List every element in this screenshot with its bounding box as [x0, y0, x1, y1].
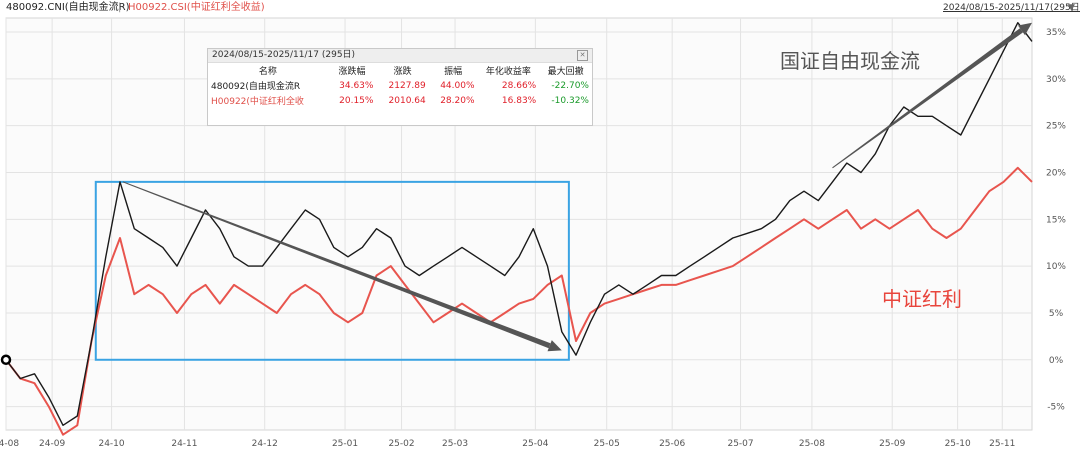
row-chg: 2010.64: [388, 95, 426, 106]
annotation-free-cash-flow: 国证自由现金流: [780, 49, 920, 73]
stats-panel: 2024/08/15-2025/11/17 (295日) ✕ 名称 涨跌幅 涨跌…: [207, 48, 593, 126]
legend-separator: |: [118, 2, 122, 13]
stats-row[interactable]: H00922(中证红利全收 20.15% 2010.64 28.20% 16.8…: [208, 93, 592, 108]
series-layer: [0, 22, 1033, 436]
date-range-selector[interactable]: 2024/08/15-2025/11/17(295日): [943, 3, 1080, 13]
x-tick-label: 25-08: [799, 439, 825, 449]
y-tick-label: -5%: [1047, 403, 1065, 413]
row-name: 480092(自由现金流R: [211, 82, 301, 92]
x-tick-label: 25-06: [659, 439, 685, 449]
row-pct: 20.15%: [339, 95, 374, 106]
trend-arrow-down: [122, 181, 562, 352]
series2-legend[interactable]: H00922.CSI(中证红利全收益): [128, 2, 265, 13]
col-header: 涨跌幅: [338, 67, 366, 77]
arrow-shaft: [122, 181, 551, 349]
y-tick-label: 15%: [1046, 215, 1066, 225]
x-tick-label: 25-11: [989, 439, 1015, 449]
x-tick-label: 24-09: [39, 439, 65, 449]
y-tick-label: 35%: [1046, 28, 1066, 38]
x-tick-label: 24-10: [98, 439, 124, 449]
x-tick-label: 24-08: [0, 439, 19, 449]
x-tick-label: 25-04: [522, 439, 548, 449]
y-tick-label: 10%: [1046, 262, 1066, 272]
y-tick-label: 5%: [1049, 309, 1064, 319]
x-tick-label: 25-05: [594, 439, 620, 449]
highlight-box: [94, 180, 570, 361]
stats-row[interactable]: 480092(自由现金流R 34.63% 2127.89 44.00% 28.6…: [208, 78, 592, 93]
row-mdd: -22.70%: [551, 80, 589, 91]
row-mdd: -10.32%: [551, 95, 589, 106]
row-amp: 44.00%: [440, 80, 475, 91]
series1-legend[interactable]: 480092.CNI(自由现金流R): [6, 2, 130, 13]
axis-layer: -5% 0% 5% 10% 15% 20% 25% 30% 35% 24-08 24-09 24-10…: [0, 28, 1066, 449]
x-tick-label: 25-01: [332, 439, 358, 449]
x-tick-label: 25-07: [727, 439, 753, 449]
stats-header-row: 名称 涨跌幅 涨跌 振幅 年化收益率 最大回撤: [208, 63, 592, 78]
x-tick-label: 24-12: [252, 439, 278, 449]
y-tick-label: 25%: [1046, 122, 1066, 132]
annotation-box-layer: [94, 180, 570, 361]
x-tick-label: 25-10: [945, 439, 971, 449]
y-tick-label: 30%: [1046, 75, 1066, 85]
y-tick-label: 0%: [1049, 356, 1064, 366]
close-icon[interactable]: ✕: [577, 50, 588, 61]
trend-arrow-up: [832, 22, 1032, 169]
series-line-dividend: [5, 166, 1033, 436]
row-amp: 28.20%: [440, 95, 475, 106]
col-header: 涨跌: [393, 67, 412, 77]
x-tick-label: 24-11: [171, 439, 197, 449]
start-marker: [0, 354, 12, 366]
x-tick-label: 25-09: [879, 439, 905, 449]
x-tick-label: 25-03: [442, 439, 468, 449]
arrow-head: [1018, 22, 1032, 36]
y-tick-label: 20%: [1046, 169, 1066, 179]
x-tick-label: 25-02: [388, 439, 414, 449]
plot-area: [5, 17, 1033, 431]
arrow-layer: [122, 22, 1032, 352]
col-header: 最大回撤: [547, 67, 584, 77]
top-bar: 480092.CNI(自由现金流R) | H00922.CSI(中证红利全收益)…: [0, 0, 1080, 16]
row-pct: 34.63%: [339, 80, 374, 91]
col-header: 名称: [258, 67, 277, 77]
stats-panel-title: 2024/08/15-2025/11/17 (295日): [212, 50, 356, 60]
row-ann: 28.66%: [501, 80, 537, 91]
stats-table: 名称 涨跌幅 涨跌 振幅 年化收益率 最大回撤 480092(自由现金流R 34…: [208, 63, 592, 108]
series-line-free-cash-flow: [5, 22, 1033, 426]
col-header: 年化收益率: [485, 67, 531, 77]
row-chg: 2127.89: [388, 80, 426, 91]
annotation-dividend: 中证红利: [882, 287, 962, 311]
row-ann: 16.83%: [501, 95, 537, 106]
triangle-down-icon[interactable]: ▼: [1068, 3, 1075, 13]
row-name: H00922(中证红利全收: [211, 97, 304, 107]
col-header: 振幅: [444, 67, 463, 77]
arrow-head: [547, 340, 562, 352]
arrow-shaft: [832, 28, 1023, 169]
